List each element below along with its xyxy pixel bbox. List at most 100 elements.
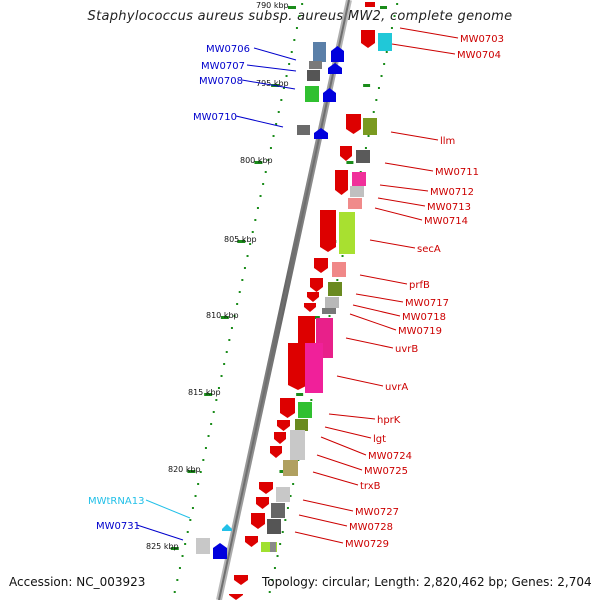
trna-label: MWtRNA13 — [88, 496, 144, 507]
gene-label-right: MW0727 — [355, 507, 399, 518]
tick-dot — [184, 543, 187, 545]
cog-box — [196, 538, 210, 554]
tick-dot — [284, 519, 287, 521]
tick-dot — [173, 591, 176, 593]
gene-arrow-plus — [274, 432, 286, 444]
accession-text: Accession: NC_003923 — [9, 575, 146, 589]
gene-label-right: MW0725 — [364, 466, 408, 477]
tick-dot — [275, 123, 278, 125]
cog-box — [270, 542, 276, 552]
tick-dot — [396, 3, 399, 5]
cog-box — [348, 198, 362, 209]
tick-dot — [272, 135, 275, 137]
right-label-group: MW0703 MW0704 llm MW0711 MW0712 MW0713 M… — [294, 27, 504, 550]
tick-dot — [194, 495, 197, 497]
ruler-label: 815 kbp — [188, 388, 221, 397]
gene-arrow-plus — [340, 146, 352, 161]
tick-dot — [281, 531, 284, 533]
tick-dot — [249, 243, 252, 245]
gene-label-right: MW0729 — [345, 539, 389, 550]
tick-major — [296, 393, 304, 396]
cog-box — [309, 61, 322, 69]
left-label-group: MW0706 MW0707 MW0708 MW0710 MWtRNA13 MW0… — [88, 44, 297, 541]
tick-dot — [372, 111, 375, 113]
tick-dot — [243, 267, 246, 269]
tick-major — [254, 161, 263, 164]
tick-dot — [267, 159, 270, 161]
tick-dot — [256, 207, 259, 209]
gene-label-left: MW0706 — [206, 44, 250, 55]
cog-box — [313, 42, 326, 62]
topology-text: Topology: circular; Length: 2,820,462 bp… — [262, 575, 592, 589]
tick-dot — [301, 3, 304, 5]
feature-track — [196, 2, 392, 600]
gene-label-right: hprK — [377, 415, 401, 426]
tick-dot — [279, 543, 282, 545]
tick-dot — [191, 507, 194, 509]
gene-arrow-plus — [310, 278, 323, 292]
cog-box — [295, 419, 308, 431]
cog-box — [356, 150, 370, 163]
cog-box — [363, 118, 377, 135]
tick-dot — [176, 579, 179, 581]
gene-arrow-plus — [361, 30, 375, 48]
cog-box — [290, 430, 305, 460]
gene-arrow-plus — [277, 420, 290, 431]
gene-label-right: MW0718 — [402, 312, 446, 323]
cog-box — [298, 402, 312, 418]
cog-box — [350, 186, 364, 197]
gene-arrow-plus — [307, 292, 319, 302]
cog-box — [267, 519, 281, 534]
tick-dot — [220, 375, 223, 377]
tick-dot — [259, 195, 262, 197]
cog-box — [332, 262, 346, 277]
tick-dot — [364, 147, 367, 149]
gene-label-right: MW0712 — [430, 187, 474, 198]
cog-box — [283, 460, 298, 476]
gene-arrow-minus — [331, 46, 344, 62]
tick-dot — [233, 315, 236, 317]
tick-dot — [217, 387, 220, 389]
tick-dot — [383, 63, 386, 65]
cog-box — [339, 212, 355, 254]
tick-dot — [282, 87, 285, 89]
gene-label-right: prfB — [409, 280, 430, 291]
tick-dot — [367, 135, 370, 137]
tick-dot — [290, 51, 293, 53]
tick-dot — [215, 399, 218, 401]
gene-label-right: MW0717 — [405, 298, 449, 309]
tick-dot — [207, 435, 210, 437]
tick-major — [380, 6, 387, 9]
tick-dot — [225, 351, 228, 353]
tick-dot — [197, 483, 200, 485]
cog-box — [352, 172, 366, 186]
tick-dot — [390, 27, 393, 29]
cog-box — [305, 343, 323, 393]
tick-dot — [228, 339, 231, 341]
tick-dot — [295, 27, 298, 29]
gene-label-right: MW0713 — [427, 202, 471, 213]
gene-arrow-plus — [346, 114, 361, 134]
tick-dot — [262, 183, 265, 185]
gene-arrow-plus — [335, 170, 348, 195]
tick-dot — [202, 459, 205, 461]
tick-dot — [186, 531, 189, 533]
tick-dot — [230, 327, 233, 329]
gene-label-right: MW0703 — [460, 34, 504, 45]
gene-label-right: uvrA — [385, 382, 408, 393]
tick-major — [220, 316, 229, 319]
tick-dot — [292, 483, 295, 485]
tick-dot — [212, 411, 215, 413]
tick-dot — [199, 471, 202, 473]
tick-major — [346, 161, 354, 164]
cog-box — [378, 33, 392, 51]
gene-label-right: MW0704 — [457, 50, 501, 61]
ruler-labels: 790 kbp 795 kbp 800 kbp 805 kbp 810 kbp … — [146, 1, 289, 551]
tick-dot — [241, 279, 244, 281]
tick-dot — [288, 63, 291, 65]
tick-major — [187, 470, 196, 473]
ruler-label: 820 kbp — [168, 465, 201, 474]
cog-box — [325, 297, 339, 308]
gene-arrow-plus — [304, 303, 316, 312]
tick-dot — [189, 519, 192, 521]
